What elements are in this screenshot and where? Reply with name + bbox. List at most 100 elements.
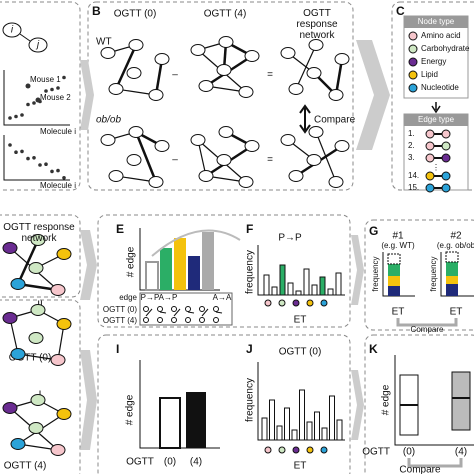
edge bbox=[114, 44, 138, 90]
column-label: A→P bbox=[159, 293, 178, 302]
dot bbox=[44, 89, 48, 93]
panel-ef-box bbox=[97, 214, 351, 328]
node bbox=[10, 278, 26, 290]
row-title: edge bbox=[119, 293, 137, 302]
bar bbox=[295, 290, 302, 296]
bar bbox=[291, 429, 298, 441]
node bbox=[56, 408, 72, 420]
edge-type-label: 1. bbox=[408, 129, 415, 138]
arrow bbox=[151, 229, 241, 257]
node bbox=[2, 22, 22, 38]
link bbox=[159, 311, 167, 314]
node bbox=[126, 67, 142, 79]
node bbox=[30, 394, 46, 406]
node bbox=[292, 299, 300, 307]
node bbox=[28, 332, 44, 344]
edge-table bbox=[139, 292, 233, 326]
node bbox=[185, 306, 191, 312]
chevron bbox=[80, 230, 97, 300]
node bbox=[334, 140, 350, 152]
row-title: ob/ob bbox=[96, 115, 121, 126]
node-swatch bbox=[441, 171, 451, 181]
node bbox=[10, 438, 26, 450]
dot bbox=[14, 150, 18, 154]
panel-g-box bbox=[364, 219, 474, 331]
bar bbox=[174, 238, 186, 290]
panel-h-box bbox=[0, 299, 81, 474]
node bbox=[213, 306, 219, 312]
y-label: # edge bbox=[126, 246, 137, 277]
chevron bbox=[80, 60, 94, 130]
node bbox=[190, 44, 206, 56]
node-swatch bbox=[408, 57, 418, 67]
x-label: ET bbox=[294, 461, 307, 472]
y-label: # edge bbox=[381, 384, 392, 415]
x-tick-label: (4) bbox=[455, 447, 467, 458]
node-swatch bbox=[408, 44, 418, 54]
node bbox=[198, 170, 214, 182]
node bbox=[328, 89, 344, 101]
panel-label: I bbox=[116, 342, 119, 356]
x-label: Molecule i bbox=[40, 127, 76, 136]
node bbox=[126, 154, 142, 166]
x-label: ET bbox=[450, 307, 463, 318]
annotation: Compare bbox=[411, 325, 444, 334]
node bbox=[216, 154, 232, 166]
bar bbox=[269, 399, 275, 441]
dot bbox=[32, 101, 36, 105]
compare-bracket bbox=[396, 318, 458, 327]
node bbox=[157, 317, 163, 323]
legend-label: Energy bbox=[421, 57, 446, 66]
node-swatch bbox=[408, 83, 418, 93]
legend-label: Amino acid bbox=[421, 31, 461, 40]
node bbox=[171, 306, 177, 312]
node bbox=[280, 47, 296, 59]
node bbox=[157, 306, 163, 312]
bar bbox=[279, 264, 286, 296]
node bbox=[244, 140, 260, 152]
row-title: WT bbox=[96, 37, 112, 48]
node bbox=[2, 242, 18, 254]
edge bbox=[16, 239, 40, 285]
node bbox=[100, 134, 116, 146]
node bbox=[30, 234, 46, 246]
node bbox=[28, 37, 48, 53]
node bbox=[185, 317, 191, 323]
dot bbox=[8, 143, 12, 147]
bar bbox=[314, 411, 320, 441]
panel-label: E bbox=[116, 222, 124, 236]
node bbox=[154, 53, 170, 65]
edge bbox=[9, 317, 19, 355]
y-label: # edge bbox=[125, 394, 136, 425]
node bbox=[280, 134, 296, 146]
panel-label: B bbox=[92, 4, 101, 18]
column-label: P→P bbox=[141, 293, 160, 302]
x-label: ET bbox=[392, 307, 405, 318]
network-title: OGTT response network bbox=[3, 222, 75, 244]
operator: = bbox=[267, 70, 273, 81]
group-subtitle: (e.g. ob/ob bbox=[437, 241, 474, 250]
panel-label: K bbox=[369, 342, 378, 356]
bar bbox=[276, 425, 283, 441]
node bbox=[306, 67, 322, 79]
node bbox=[28, 422, 44, 434]
node bbox=[143, 317, 149, 323]
panel-label: C bbox=[396, 4, 405, 18]
node bbox=[308, 39, 324, 51]
operator: – bbox=[172, 155, 178, 166]
node bbox=[56, 248, 72, 260]
axes bbox=[382, 252, 415, 297]
arrow bbox=[431, 102, 441, 114]
y-label: frequency bbox=[429, 256, 438, 291]
bar bbox=[160, 248, 172, 290]
bar bbox=[271, 286, 278, 296]
x-label: OGTT bbox=[126, 457, 154, 468]
table-header bbox=[404, 114, 468, 126]
group-title: #2 bbox=[450, 231, 462, 242]
bar bbox=[335, 272, 342, 296]
node bbox=[288, 170, 304, 182]
panel-a-box bbox=[0, 1, 81, 191]
chevron bbox=[351, 235, 364, 305]
